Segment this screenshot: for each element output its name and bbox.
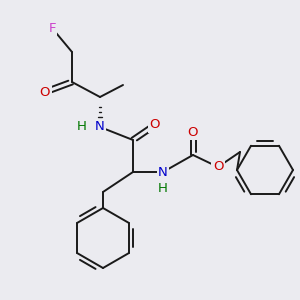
Text: N: N (95, 121, 105, 134)
Text: H: H (158, 182, 168, 194)
Text: F: F (48, 22, 56, 34)
Text: O: O (213, 160, 223, 173)
Text: H: H (77, 121, 87, 134)
Text: O: O (40, 85, 50, 98)
Text: O: O (188, 125, 198, 139)
Text: O: O (150, 118, 160, 131)
Text: N: N (158, 166, 168, 178)
